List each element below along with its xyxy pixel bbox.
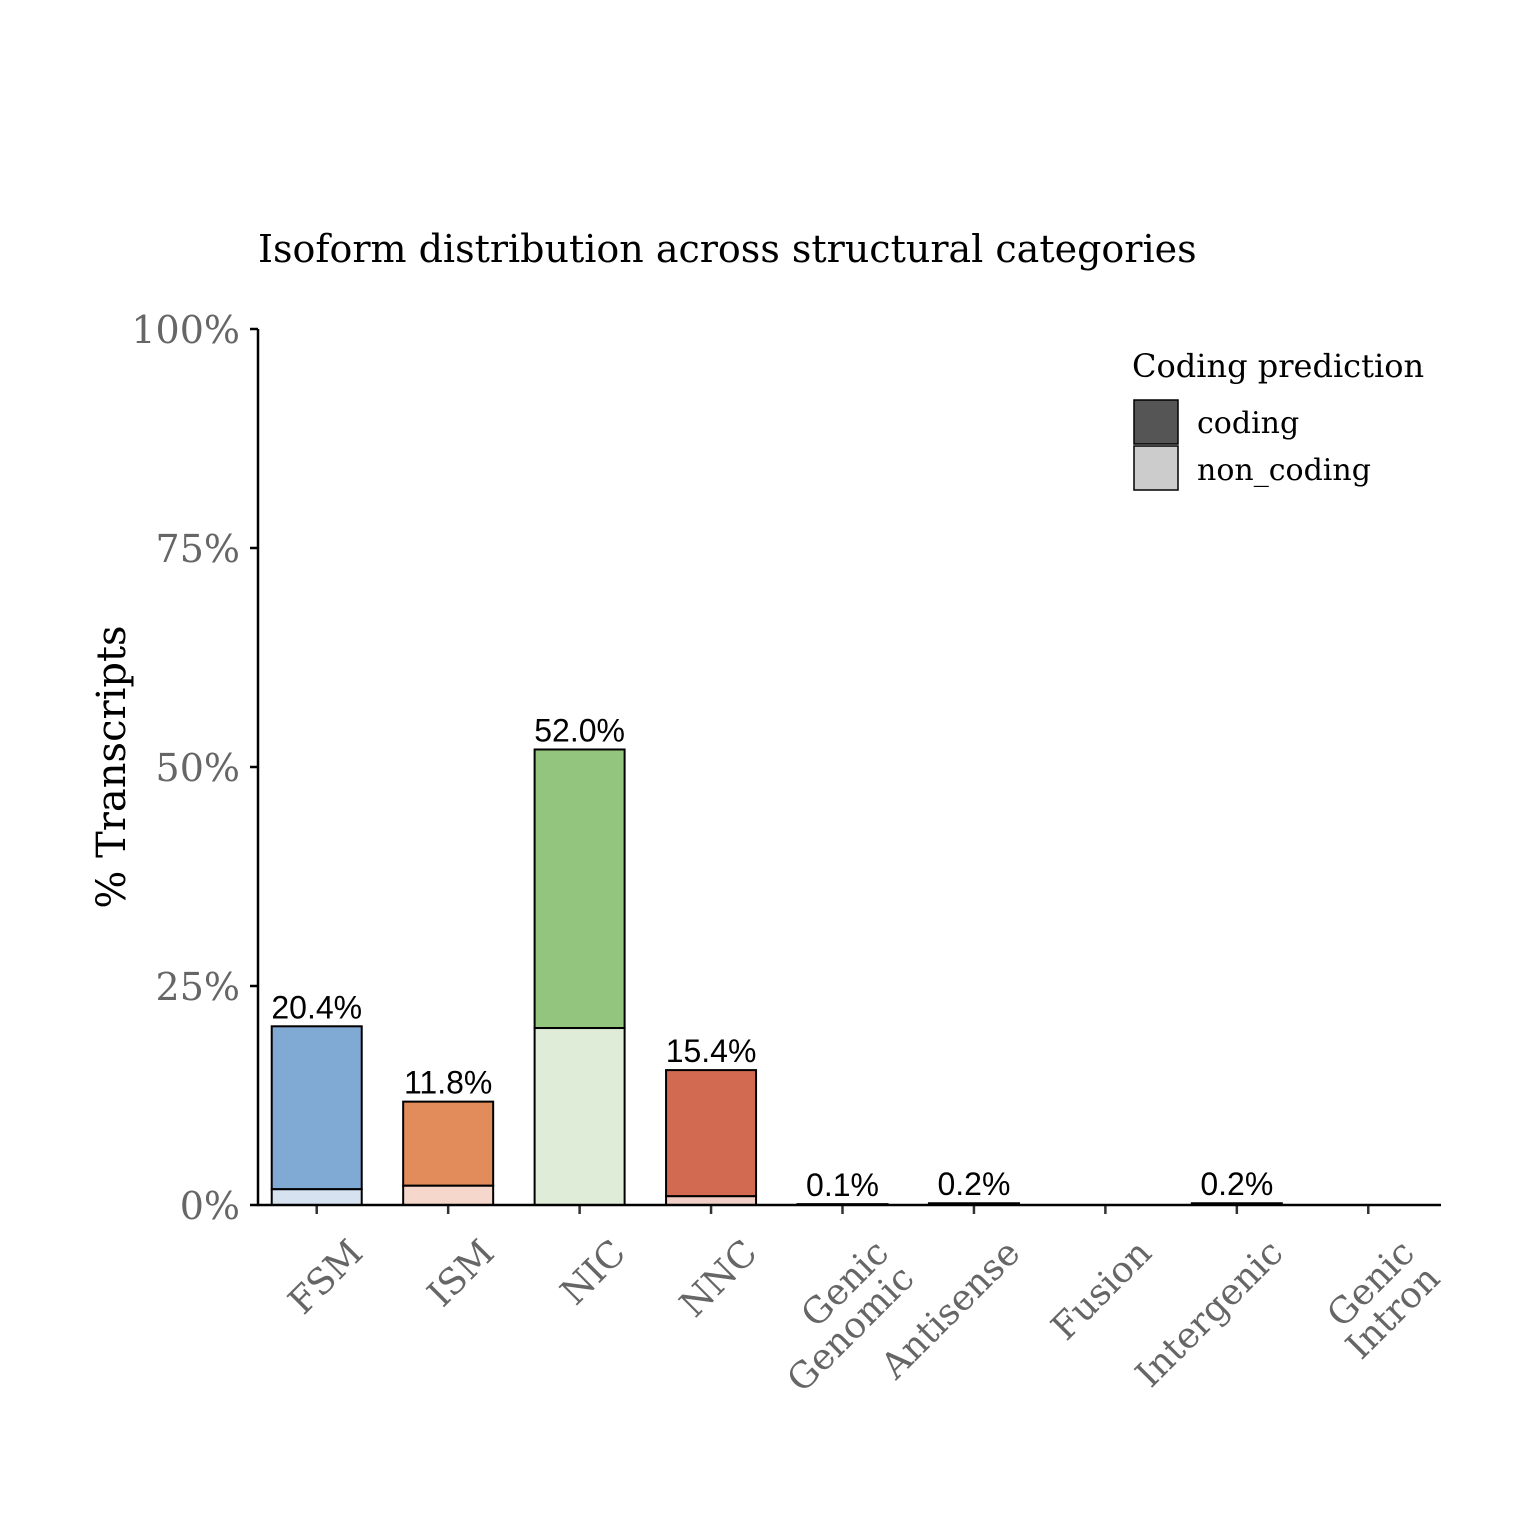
bar-coding xyxy=(270,1025,363,1191)
data-label: 0.1% xyxy=(806,1167,879,1203)
chart-title: Isoform distribution across structural c… xyxy=(258,227,1197,271)
x-tick-label: ISM xyxy=(420,1232,503,1315)
legend-title: Coding prediction xyxy=(1132,347,1424,385)
bar-coding xyxy=(665,1069,758,1198)
bar-coding xyxy=(402,1100,495,1187)
legend: Coding prediction coding non_coding xyxy=(1132,347,1424,491)
y-tick-label: 0% xyxy=(180,1184,240,1228)
bar-non-coding xyxy=(402,1184,495,1207)
y-tick-label: 100% xyxy=(131,308,240,352)
x-tick-label: NIC xyxy=(553,1232,634,1313)
data-label: 15.4% xyxy=(666,1033,757,1069)
data-label: 11.8% xyxy=(404,1065,492,1101)
legend-label-non-coding: non_coding xyxy=(1197,453,1371,488)
data-label: 0.2% xyxy=(937,1166,1010,1202)
bar-coding xyxy=(533,748,626,1030)
bar-non-coding xyxy=(533,1027,626,1206)
bar-non-coding xyxy=(270,1188,363,1207)
x-tick-label: NNC xyxy=(672,1232,765,1325)
y-axis-label: % Transcripts xyxy=(89,625,135,908)
legend-swatch-coding xyxy=(1133,399,1179,445)
x-tick-label: GenicIntron xyxy=(1313,1232,1448,1367)
bar-non-coding xyxy=(665,1195,758,1206)
y-tick-label: 50% xyxy=(156,746,240,790)
data-label: 0.2% xyxy=(1200,1166,1273,1202)
legend-swatch-non-coding xyxy=(1133,445,1179,491)
y-tick-label: 25% xyxy=(156,965,240,1009)
x-tick-label: Fusion xyxy=(1044,1232,1160,1348)
x-tick-label: FSM xyxy=(281,1232,371,1322)
y-tick-label: 75% xyxy=(156,527,240,571)
legend-label-coding: coding xyxy=(1197,406,1299,441)
data-label: 52.0% xyxy=(534,712,625,748)
data-label: 20.4% xyxy=(271,989,362,1025)
